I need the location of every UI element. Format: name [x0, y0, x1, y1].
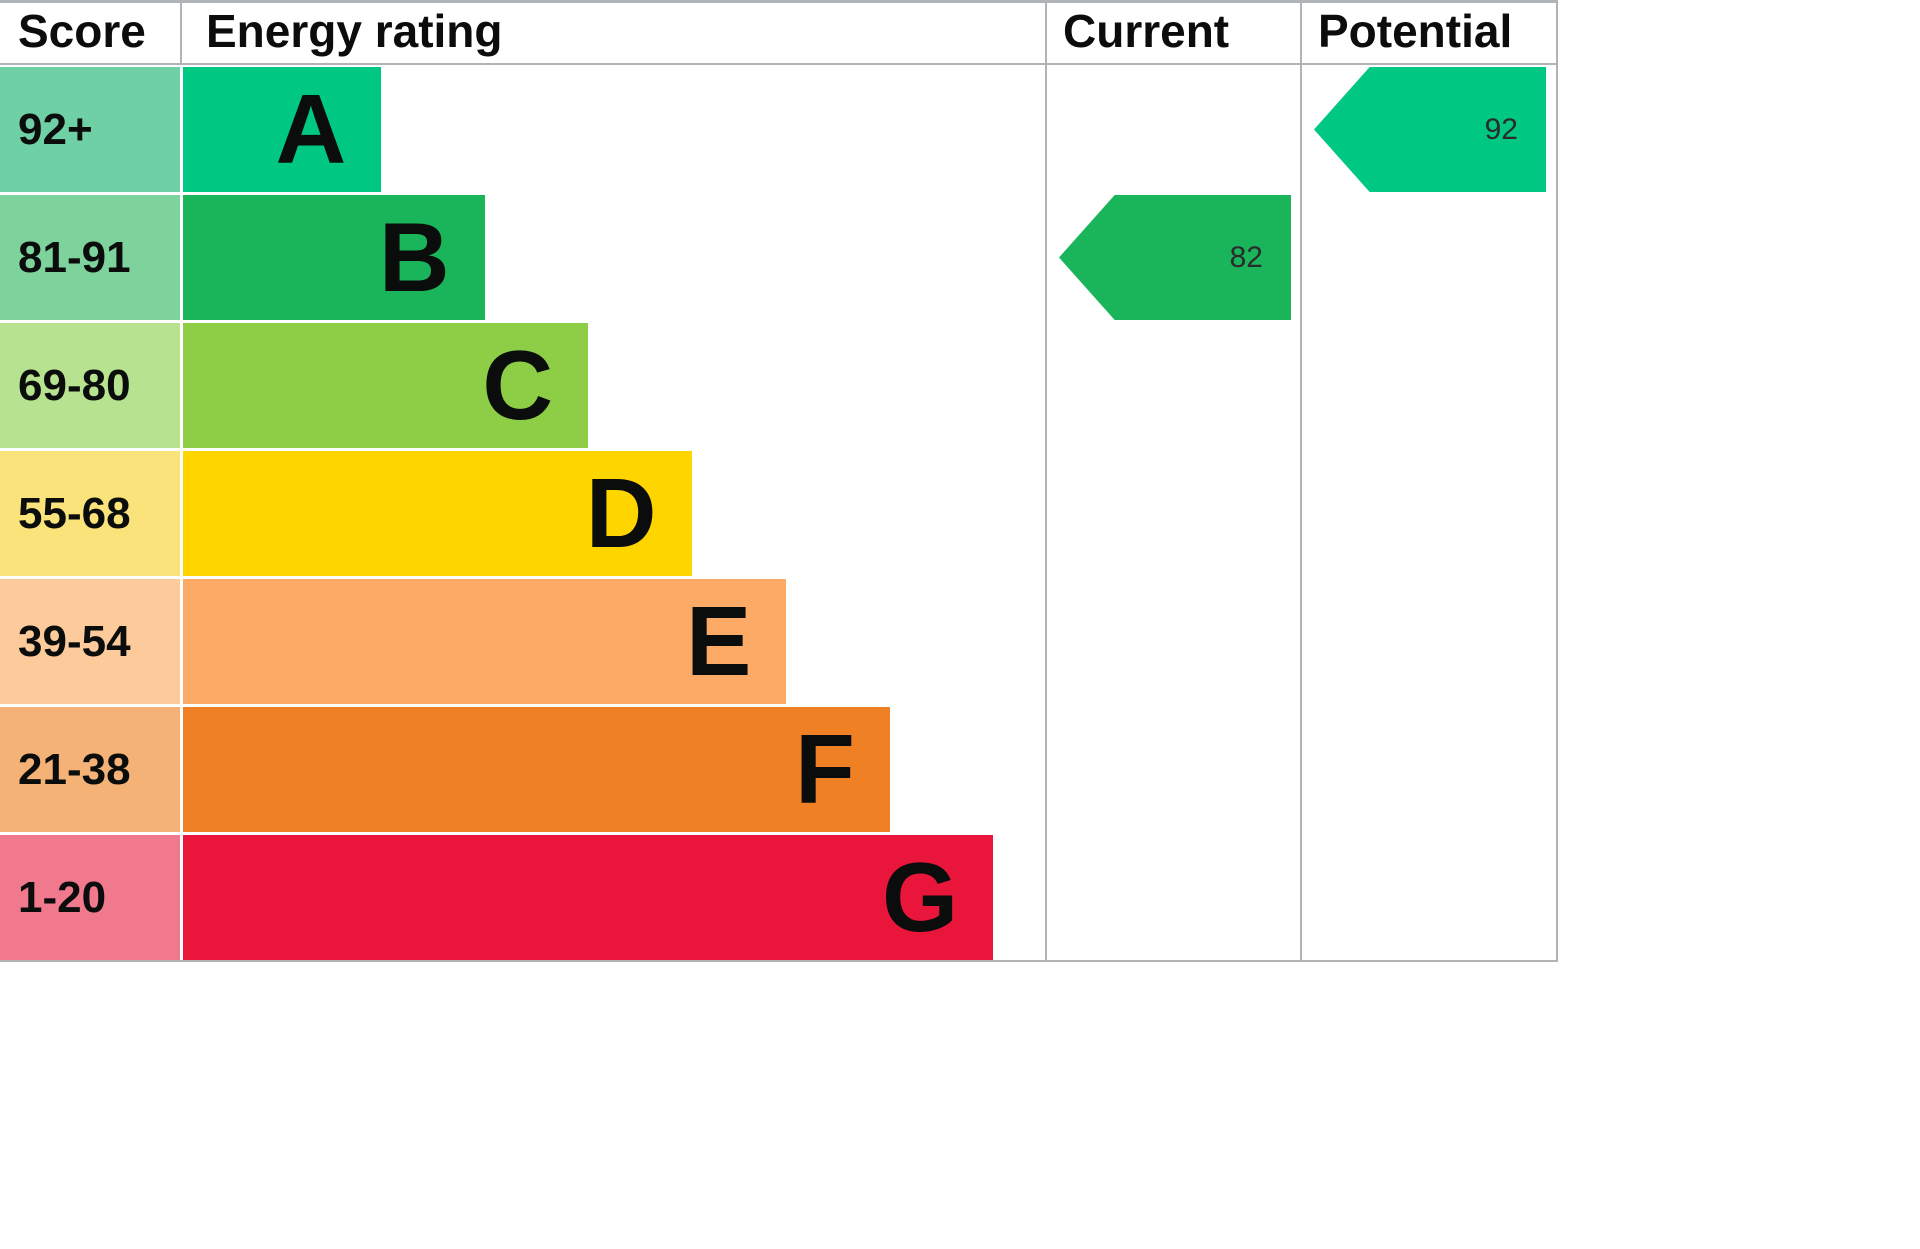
score-cell: 69-80	[0, 323, 180, 448]
score-header: Score	[18, 5, 146, 57]
rating-bar: C	[183, 323, 589, 448]
band-row-f: 21-38 F	[0, 707, 1045, 832]
band-row-a: 92+ A	[0, 67, 1045, 192]
band-row-e: 39-54 E	[0, 579, 1045, 704]
rating-bar: F	[183, 707, 890, 832]
bar-area: G	[183, 835, 1045, 960]
band-row-c: 69-80 C	[0, 323, 1045, 448]
bar-area: E	[183, 579, 1045, 704]
bar-area: A	[183, 67, 1045, 192]
score-cell: 81-91	[0, 195, 180, 320]
chart-bottom-border	[0, 960, 1558, 962]
potential-header: Potential	[1318, 5, 1513, 57]
bar-area: B	[183, 195, 1045, 320]
rating-bar: G	[183, 835, 994, 960]
potential-arrow: 92	[1314, 67, 1546, 192]
band-row-g: 1-20 G	[0, 835, 1045, 960]
potential-value: 92	[1484, 112, 1518, 146]
header-divider	[0, 63, 1558, 65]
current-arrow: 82	[1059, 195, 1291, 320]
score-cell: 39-54	[0, 579, 180, 704]
rating-bar: D	[183, 451, 692, 576]
score-column-divider	[180, 0, 182, 63]
current-column-divider	[1045, 0, 1047, 960]
current-header: Current	[1063, 5, 1230, 57]
rating-bar: E	[183, 579, 787, 704]
band-rows: 92+ A 81-91 B 69-80 C 55-68	[0, 67, 1045, 963]
energy-rating-chart: Score Energy rating Current Potential 92…	[0, 0, 1558, 962]
score-cell: 55-68	[0, 451, 180, 576]
potential-column-divider	[1300, 0, 1302, 960]
score-cell: 92+	[0, 67, 180, 192]
band-row-b: 81-91 B	[0, 195, 1045, 320]
bar-area: C	[183, 323, 1045, 448]
rating-bar: A	[183, 67, 382, 192]
score-cell: 1-20	[0, 835, 180, 960]
score-cell: 21-38	[0, 707, 180, 832]
chart-right-border	[1556, 0, 1558, 960]
bar-area: F	[183, 707, 1045, 832]
band-row-d: 55-68 D	[0, 451, 1045, 576]
rating-bar: B	[183, 195, 485, 320]
energy-rating-header: Energy rating	[206, 5, 503, 57]
current-value: 82	[1229, 240, 1263, 274]
chart-top-border	[0, 0, 1558, 3]
bar-area: D	[183, 451, 1045, 576]
